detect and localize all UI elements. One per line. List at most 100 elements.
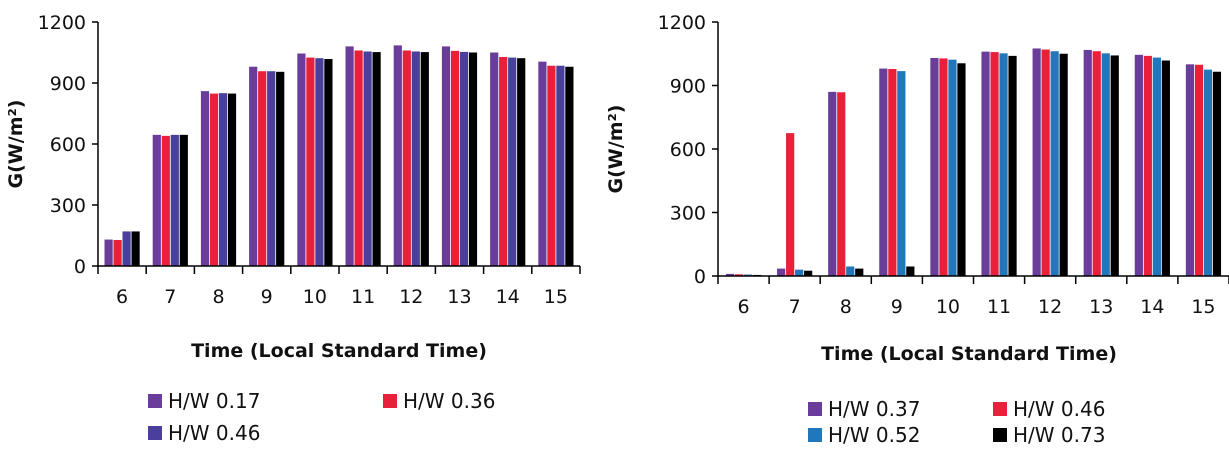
right-bar-s3-t9 bbox=[897, 71, 906, 276]
right-bar-s1-t10 bbox=[930, 57, 939, 277]
left-bar-s2-t12 bbox=[402, 50, 411, 266]
left-bar-s2-t7 bbox=[161, 135, 170, 266]
left-bar-s2-t6 bbox=[113, 239, 122, 266]
left-bar-s3-t9 bbox=[267, 71, 276, 267]
right-bar-s3-t8 bbox=[846, 266, 855, 276]
right-bar-s1-t12 bbox=[1032, 48, 1041, 277]
right-y-axis-title: G(W/m²) bbox=[605, 105, 627, 194]
right-bar-s1-t6 bbox=[725, 273, 735, 276]
right-legend-label-3: H/W 0.52 bbox=[828, 423, 920, 447]
left-bar-s2-t8 bbox=[209, 93, 219, 266]
right-y-tick-label-0: 0 bbox=[694, 266, 706, 288]
right-x-tick-label-10: 10 bbox=[936, 296, 960, 318]
left-x-tick-label-8: 8 bbox=[212, 286, 224, 308]
right-bar-s3-t7 bbox=[795, 269, 804, 276]
left-x-tick-label-14: 14 bbox=[496, 286, 520, 308]
right-bar-s4-t10 bbox=[957, 63, 966, 276]
left-bar-s3-t6 bbox=[122, 231, 131, 266]
left-legend-swatch-1 bbox=[148, 394, 162, 408]
right-bar-s1-t13 bbox=[1083, 49, 1092, 276]
left-x-axis-title: Time (Local Standard Time) bbox=[191, 340, 487, 362]
left-bar-s4-t6 bbox=[131, 231, 140, 266]
right-bar-s3-t14 bbox=[1152, 57, 1161, 277]
right-legend-swatch-3 bbox=[808, 428, 822, 442]
right-legend-label-4: H/W 0.73 bbox=[1013, 423, 1105, 447]
left-x-tick-label-15: 15 bbox=[544, 286, 568, 308]
right-bar-s2-t9 bbox=[888, 68, 897, 277]
left-bar-s1-t11 bbox=[345, 46, 354, 267]
right-y-tick-label-300: 300 bbox=[670, 203, 706, 225]
left-bar-s3-t15 bbox=[556, 65, 565, 266]
left-bar-s1-t6 bbox=[104, 239, 113, 266]
left-x-tick-label-13: 13 bbox=[447, 286, 471, 308]
left-bar-s3-t14 bbox=[508, 57, 517, 266]
left-legend-swatch-3 bbox=[148, 426, 162, 440]
right-bar-s2-t7 bbox=[786, 133, 795, 277]
right-legend-swatch-1 bbox=[808, 402, 822, 416]
left-bar-s1-t9 bbox=[249, 66, 258, 266]
left-bar-s2-t11 bbox=[354, 50, 363, 266]
left-bar-s4-t15 bbox=[565, 66, 574, 266]
right-bar-s2-t8 bbox=[837, 92, 846, 277]
left-x-tick-label-9: 9 bbox=[261, 286, 273, 308]
right-bar-s1-t9 bbox=[879, 68, 888, 276]
right-bar-s2-t10 bbox=[939, 58, 948, 276]
right-x-tick-label-12: 12 bbox=[1038, 296, 1062, 318]
right-bar-s3-t10 bbox=[948, 59, 957, 277]
right-bar-s4-t11 bbox=[1008, 55, 1017, 277]
right-x-tick-label-11: 11 bbox=[987, 296, 1011, 318]
right-bar-s1-t15 bbox=[1185, 64, 1195, 276]
left-bar-s1-t14 bbox=[490, 52, 499, 266]
left-x-tick-label-10: 10 bbox=[303, 286, 327, 308]
right-x-tick-label-9: 9 bbox=[891, 296, 903, 318]
right-bar-s3-t11 bbox=[999, 53, 1008, 276]
left-legend-label-2: H/W 0.36 bbox=[403, 389, 495, 413]
right-x-tick-label-6: 6 bbox=[738, 296, 750, 318]
right-bars bbox=[725, 48, 1222, 277]
left-y-tick-label-0: 0 bbox=[74, 256, 86, 278]
right-bar-s4-t14 bbox=[1161, 60, 1170, 276]
right-bar-s1-t8 bbox=[828, 91, 837, 276]
right-bar-s3-t13 bbox=[1101, 53, 1110, 276]
left-bar-s1-t10 bbox=[297, 53, 306, 266]
left-y-axis-title: G(W/m²) bbox=[5, 100, 27, 189]
right-x-axis-title: Time (Local Standard Time) bbox=[821, 343, 1117, 365]
right-bar-s4-t12 bbox=[1059, 53, 1068, 276]
right-y-tick-label-600: 600 bbox=[670, 139, 706, 161]
right-bar-s3-t12 bbox=[1050, 51, 1059, 277]
left-bar-s2-t9 bbox=[258, 71, 267, 267]
chart-right: 0 300 600 900 1200 6 7 8 9 10 11 12 13 14 15 G(W/m²) Tim… bbox=[605, 12, 1229, 447]
left-bar-s4-t8 bbox=[227, 93, 237, 266]
right-x-tick-label-8: 8 bbox=[840, 296, 852, 318]
left-bar-s3-t13 bbox=[459, 51, 469, 266]
left-x-tick-label-6: 6 bbox=[116, 286, 128, 308]
right-x-tick-label-14: 14 bbox=[1140, 296, 1164, 318]
left-bar-s4-t11 bbox=[372, 52, 381, 267]
right-bar-s1-t7 bbox=[777, 268, 786, 276]
right-bar-s2-t6 bbox=[734, 274, 744, 276]
right-y-tick-label-900: 900 bbox=[670, 76, 706, 98]
left-y-tick-label-300: 300 bbox=[50, 195, 86, 217]
left-bar-s4-t7 bbox=[179, 134, 188, 266]
right-bar-s1-t11 bbox=[981, 51, 990, 276]
right-bar-s4-t15 bbox=[1212, 71, 1222, 277]
right-legend-swatch-2 bbox=[993, 402, 1007, 416]
left-legend-swatch-2 bbox=[383, 394, 397, 408]
left-bar-s2-t13 bbox=[450, 50, 460, 267]
right-bar-s4-t13 bbox=[1110, 55, 1119, 276]
right-bar-s2-t12 bbox=[1041, 49, 1050, 276]
left-bar-s2-t15 bbox=[547, 65, 556, 266]
left-bar-s4-t10 bbox=[324, 59, 333, 267]
right-bar-s1-t14 bbox=[1134, 54, 1143, 277]
left-bar-s4-t9 bbox=[276, 71, 285, 266]
left-bar-s4-t12 bbox=[420, 52, 429, 267]
right-legend-label-1: H/W 0.37 bbox=[828, 397, 920, 421]
left-x-tick-label-7: 7 bbox=[164, 286, 176, 308]
left-bar-s3-t7 bbox=[170, 134, 179, 266]
right-bar-s4-t9 bbox=[906, 266, 915, 276]
left-y-tick-label-600: 600 bbox=[50, 134, 86, 156]
right-bar-s2-t14 bbox=[1143, 55, 1152, 277]
left-bar-s4-t13 bbox=[468, 52, 478, 266]
right-legend-swatch-4 bbox=[993, 428, 1007, 442]
